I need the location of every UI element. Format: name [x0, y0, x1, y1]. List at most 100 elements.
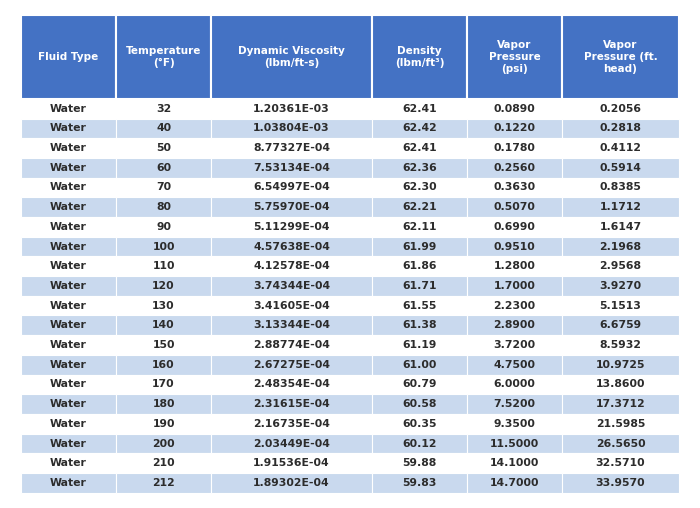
Text: 170: 170	[153, 379, 175, 390]
Text: 6.6759: 6.6759	[599, 321, 642, 330]
Bar	[21, 15, 116, 99]
Bar	[467, 118, 562, 138]
Bar	[372, 237, 467, 257]
Bar	[21, 473, 116, 493]
Text: 5.75970E-04: 5.75970E-04	[253, 202, 330, 212]
Bar	[116, 217, 211, 237]
Text: 150: 150	[153, 340, 175, 350]
Text: 62.42: 62.42	[402, 123, 437, 134]
Text: 2.1968: 2.1968	[599, 241, 641, 251]
Text: 4.7500: 4.7500	[494, 360, 536, 370]
Bar	[372, 217, 467, 237]
Text: 3.13344E-04: 3.13344E-04	[253, 321, 330, 330]
Text: 61.86: 61.86	[402, 261, 437, 271]
Text: 26.5650: 26.5650	[596, 438, 645, 449]
Text: 4.57638E-04: 4.57638E-04	[253, 241, 330, 251]
Text: 60.58: 60.58	[402, 399, 437, 409]
Bar	[467, 414, 562, 434]
Text: 62.36: 62.36	[402, 163, 437, 173]
Text: 7.53134E-04: 7.53134E-04	[253, 163, 330, 173]
Bar	[21, 414, 116, 434]
Bar	[116, 15, 211, 99]
Bar	[562, 158, 679, 178]
Text: 2.31615E-04: 2.31615E-04	[253, 399, 330, 409]
Text: 61.71: 61.71	[402, 281, 437, 291]
Bar	[372, 99, 467, 118]
Text: Water: Water	[50, 163, 87, 173]
Bar	[467, 217, 562, 237]
Text: 60.79: 60.79	[402, 379, 437, 390]
Bar	[562, 99, 679, 118]
Bar	[116, 118, 211, 138]
Text: 8.5932: 8.5932	[599, 340, 641, 350]
Bar	[562, 276, 679, 296]
Bar	[116, 335, 211, 355]
Bar	[116, 434, 211, 453]
Bar	[372, 296, 467, 315]
Text: 62.41: 62.41	[402, 143, 437, 153]
Bar	[467, 276, 562, 296]
Text: 4.12578E-04: 4.12578E-04	[253, 261, 330, 271]
Text: 0.2056: 0.2056	[599, 104, 641, 114]
Text: 0.2818: 0.2818	[600, 123, 641, 134]
Bar	[116, 257, 211, 276]
Text: 61.38: 61.38	[402, 321, 437, 330]
Bar	[21, 276, 116, 296]
Text: 2.16735E-04: 2.16735E-04	[253, 419, 330, 429]
Bar	[372, 118, 467, 138]
Bar	[467, 296, 562, 315]
Bar	[562, 355, 679, 374]
Text: 2.03449E-04: 2.03449E-04	[253, 438, 330, 449]
Text: 130: 130	[153, 301, 175, 310]
Bar	[562, 178, 679, 197]
Bar	[467, 394, 562, 414]
Bar	[562, 453, 679, 473]
Bar	[562, 257, 679, 276]
Text: 210: 210	[153, 458, 175, 468]
Bar	[372, 138, 467, 158]
Text: 200: 200	[153, 438, 175, 449]
Bar	[467, 374, 562, 394]
Text: 0.5070: 0.5070	[494, 202, 536, 212]
Text: 7.5200: 7.5200	[494, 399, 536, 409]
Text: Dynamic Viscosity
(lbm/ft-s): Dynamic Viscosity (lbm/ft-s)	[238, 46, 345, 68]
Bar	[562, 15, 679, 99]
Bar	[211, 414, 372, 434]
Bar	[562, 296, 679, 315]
Bar	[211, 158, 372, 178]
Bar	[211, 197, 372, 217]
Bar	[116, 355, 211, 374]
Bar	[372, 434, 467, 453]
Bar	[21, 453, 116, 473]
Bar	[562, 118, 679, 138]
Bar	[562, 237, 679, 257]
Text: 1.7000: 1.7000	[494, 281, 536, 291]
Text: 6.0000: 6.0000	[494, 379, 536, 390]
Text: 62.11: 62.11	[402, 222, 437, 232]
Bar	[372, 178, 467, 197]
Text: 0.8385: 0.8385	[600, 182, 641, 193]
Bar	[467, 473, 562, 493]
Bar	[21, 158, 116, 178]
Text: 80: 80	[156, 202, 171, 212]
Bar	[21, 197, 116, 217]
Text: Water: Water	[50, 281, 87, 291]
Text: 120: 120	[153, 281, 175, 291]
Bar	[116, 453, 211, 473]
Bar	[211, 374, 372, 394]
Text: 60.12: 60.12	[402, 438, 437, 449]
Text: 59.83: 59.83	[402, 478, 437, 488]
Bar	[21, 217, 116, 237]
Bar	[116, 374, 211, 394]
Text: 62.41: 62.41	[402, 104, 437, 114]
Text: 5.1513: 5.1513	[600, 301, 641, 310]
Text: 13.8600: 13.8600	[596, 379, 645, 390]
Text: Water: Water	[50, 104, 87, 114]
Bar	[562, 217, 679, 237]
Text: Water: Water	[50, 202, 87, 212]
Text: 61.55: 61.55	[402, 301, 437, 310]
Text: 212: 212	[152, 478, 175, 488]
Text: 2.48354E-04: 2.48354E-04	[253, 379, 330, 390]
Bar	[372, 158, 467, 178]
Text: 62.21: 62.21	[402, 202, 437, 212]
